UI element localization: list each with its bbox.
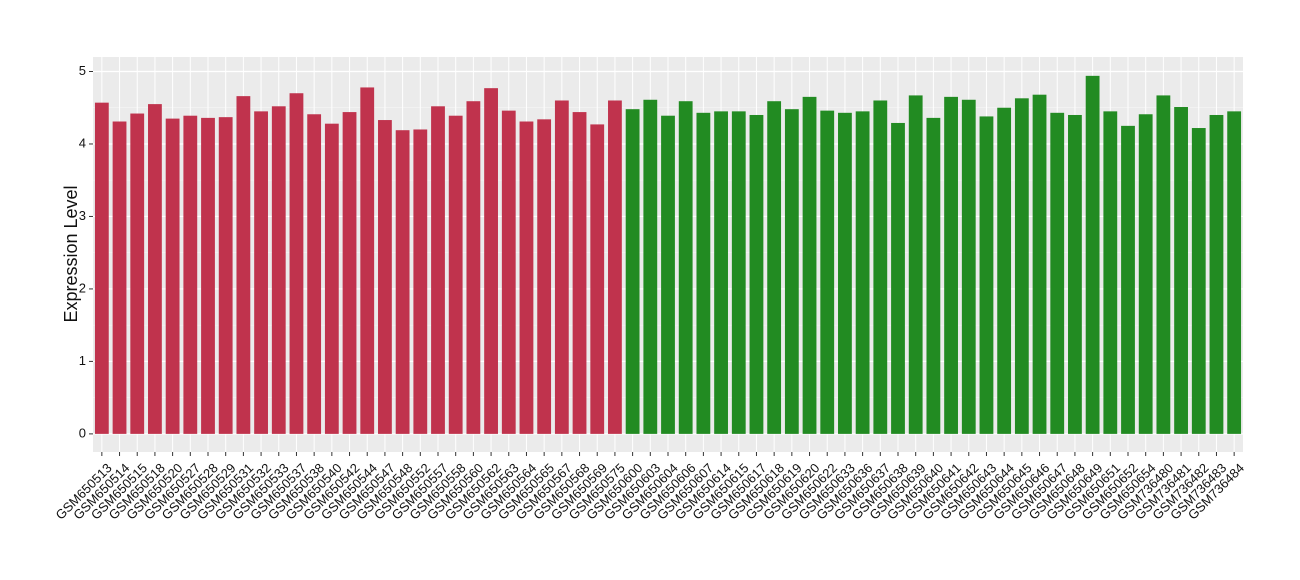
y-tick-label: 4: [79, 135, 86, 150]
bar: [395, 130, 410, 434]
bar: [378, 120, 392, 434]
bar: [431, 106, 445, 434]
bar: [855, 111, 870, 434]
bar: [448, 115, 463, 434]
bar: [1121, 125, 1135, 434]
bar: [731, 111, 746, 434]
bar: [271, 106, 286, 434]
bar: [1227, 111, 1242, 434]
y-axis-title: Expression Level: [61, 185, 81, 322]
bar: [678, 101, 693, 434]
y-tick-label: 0: [79, 425, 86, 440]
bar: [1191, 128, 1206, 434]
bar: [537, 119, 552, 434]
bar: [784, 109, 799, 434]
bar: [254, 111, 268, 434]
bar: [1138, 114, 1153, 434]
bar: [572, 112, 587, 434]
bar: [643, 99, 658, 434]
bar: [484, 88, 498, 434]
bar: [236, 96, 251, 434]
bar: [873, 100, 888, 434]
bar: [201, 117, 215, 434]
bar: [908, 95, 923, 434]
bar: [767, 101, 782, 434]
bar: [554, 100, 569, 434]
bar: [926, 117, 941, 434]
bar: [714, 111, 728, 434]
bar: [961, 99, 976, 434]
bar: [148, 104, 162, 434]
y-tick-label: 1: [79, 353, 86, 368]
bar: [112, 121, 127, 434]
bar: [696, 112, 711, 434]
bar: [94, 102, 109, 434]
bar: [608, 100, 622, 434]
bar: [1032, 94, 1047, 434]
bar: [413, 129, 428, 434]
bar: [289, 93, 304, 434]
bar: [360, 87, 375, 434]
bar: [1068, 114, 1082, 434]
bar: [820, 110, 835, 434]
bar: [1156, 95, 1171, 434]
bar: [342, 112, 357, 434]
y-tick-label: 5: [79, 63, 86, 78]
bar: [1014, 98, 1029, 434]
bar: [590, 124, 605, 434]
bar: [838, 112, 852, 434]
bar: [1085, 75, 1100, 434]
bar: [749, 114, 764, 434]
bar: [979, 116, 994, 434]
bar: [1103, 111, 1118, 434]
bar: [1209, 114, 1224, 434]
bar: [661, 115, 675, 434]
bar: [625, 109, 640, 434]
bar: [997, 107, 1012, 434]
bar: [307, 114, 322, 434]
bar: [324, 123, 339, 434]
bar: [130, 113, 145, 434]
bar: [519, 121, 534, 434]
bar: [183, 115, 198, 434]
bar: [466, 101, 481, 434]
bar: [891, 122, 905, 434]
bar: [944, 96, 958, 434]
y-tick-label: 3: [79, 208, 86, 223]
bar: [218, 117, 233, 434]
bar: [802, 96, 817, 434]
y-tick-label: 2: [79, 280, 86, 295]
bar: [1174, 107, 1188, 434]
bar: [1050, 112, 1065, 434]
bar: [501, 110, 516, 434]
bar: [165, 118, 180, 434]
